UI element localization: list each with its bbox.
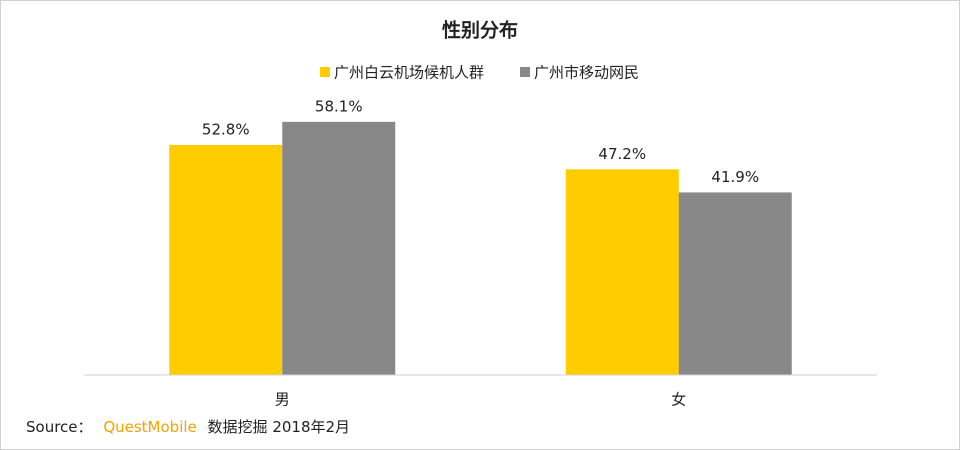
value-label: 52.8% <box>202 120 250 138</box>
bar <box>169 144 283 375</box>
source-brand: QuestMobile <box>103 418 196 436</box>
value-label: 58.1% <box>315 97 363 115</box>
legend-swatch <box>520 67 530 77</box>
legend-swatch <box>320 67 330 77</box>
bar <box>565 169 679 375</box>
value-label: 47.2% <box>598 145 646 163</box>
source: Source： QuestMobile 数据挖掘 2018年2月 <box>26 418 350 436</box>
chart-title: 性别分布 <box>442 19 518 42</box>
legend-label: 广州市移动网民 <box>534 64 639 82</box>
legend-label: 广州白云机场候机人群 <box>334 64 484 82</box>
source-label: Source： <box>26 418 93 436</box>
bar <box>678 192 792 375</box>
bar <box>282 121 396 375</box>
x-tick-label: 女 <box>671 391 686 409</box>
source-text: 数据挖掘 2018年2月 <box>208 418 351 436</box>
value-label: 41.9% <box>711 168 759 186</box>
x-tick-label: 男 <box>275 391 290 409</box>
